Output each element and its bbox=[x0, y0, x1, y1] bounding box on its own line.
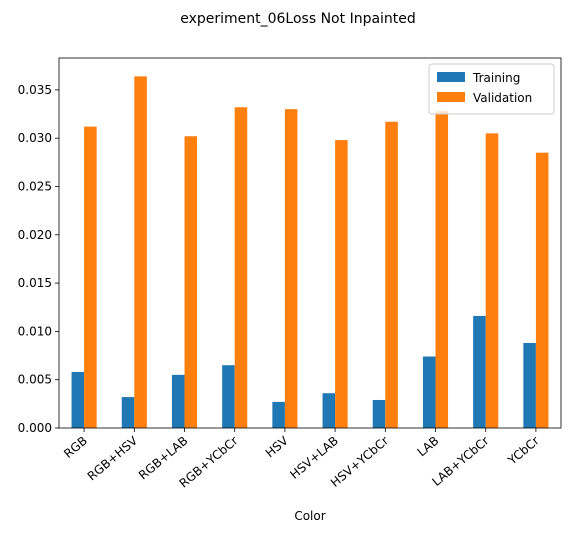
y-tick-label: 0.020 bbox=[18, 228, 52, 242]
legend: Training Validation bbox=[428, 63, 555, 115]
bar-training-hsv bbox=[272, 401, 285, 428]
bar-validation-hsv-lab bbox=[335, 140, 348, 429]
bar-validation-hsv bbox=[284, 109, 298, 428]
bar-training-rgb-lab bbox=[171, 374, 185, 428]
bar-training-lab-ycbcr bbox=[473, 315, 486, 428]
bar-validation-hsv-ycbcr bbox=[385, 121, 398, 428]
bar-validation-lab bbox=[435, 111, 449, 428]
y-tick-label: 0.005 bbox=[18, 373, 52, 387]
plot-frame bbox=[58, 57, 562, 429]
bar-training-rgb bbox=[71, 371, 85, 428]
y-tick-label: 0.010 bbox=[18, 324, 52, 338]
x-tick-label: LAB bbox=[414, 434, 441, 460]
bar-training-lab bbox=[422, 356, 436, 428]
x-tick-label: RGB bbox=[61, 434, 90, 461]
bar-validation-rgb-hsv bbox=[134, 76, 147, 429]
bar-training-rgb-hsv bbox=[121, 397, 135, 428]
x-axis-label: Color bbox=[294, 509, 325, 523]
bar-training-ycbcr bbox=[523, 342, 536, 428]
y-tick-label: 0.030 bbox=[18, 131, 52, 145]
legend-swatch-training bbox=[437, 72, 465, 82]
legend-label-training: Training bbox=[472, 71, 520, 85]
bar-training-hsv-lab bbox=[322, 393, 336, 428]
bar-validation-rgb-lab bbox=[184, 136, 198, 428]
legend-label-validation: Validation bbox=[473, 91, 532, 105]
x-tick-label: HSV bbox=[263, 433, 292, 460]
bars-group bbox=[71, 76, 549, 429]
bar-validation-lab-ycbcr bbox=[485, 133, 499, 428]
bar-validation-rgb bbox=[84, 126, 97, 428]
y-tick-label: 0.015 bbox=[18, 276, 52, 290]
legend-swatch-validation bbox=[437, 92, 465, 102]
bar-training-hsv-ycbcr bbox=[372, 399, 386, 428]
chart-title: experiment_06Loss Not Inpainted bbox=[180, 11, 416, 27]
y-tick-label: 0.025 bbox=[18, 179, 52, 193]
bar-training-rgb-ycbcr bbox=[222, 365, 235, 428]
y-tick-label: 0.000 bbox=[18, 421, 52, 435]
x-tick-label: RGB+HSV bbox=[85, 433, 141, 483]
y-tick-label: 0.035 bbox=[18, 83, 52, 97]
y-axis: 0.000 0.005 0.010 0.015 0.020 0.025 0.030 0.035 bbox=[18, 83, 59, 435]
bar-validation-rgb-ycbcr bbox=[234, 107, 248, 429]
bar-validation-ycbcr bbox=[535, 152, 549, 429]
x-tick-label: YCbCr bbox=[504, 434, 541, 469]
